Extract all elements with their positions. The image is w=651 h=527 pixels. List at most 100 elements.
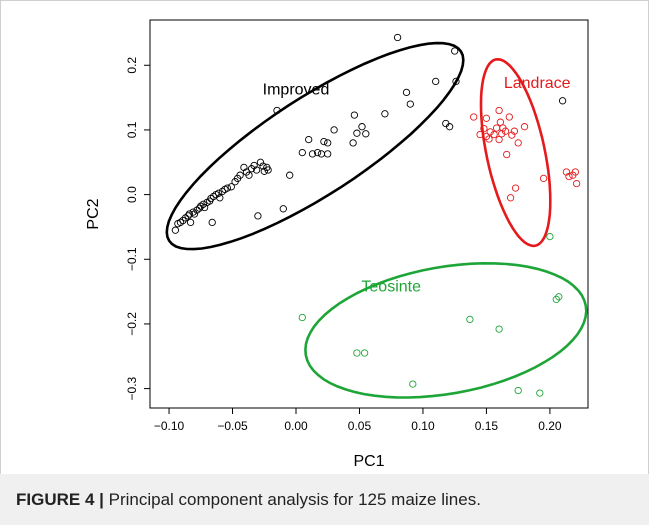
caption-text: Principal component analysis for 125 mai… <box>103 490 481 509</box>
teosinte-point <box>466 315 474 324</box>
teosinte-point <box>353 349 361 357</box>
improved-point <box>218 187 227 196</box>
landrace-point <box>539 174 548 183</box>
axes-layer: −0.10 −0.05 0.00 0.05 0.10 0.15 0.20 −0.3 −0.2 −0… <box>85 19 589 470</box>
y-tick-label: −0.1 <box>125 247 139 271</box>
improved-point <box>216 194 224 202</box>
x-tick-label: 0.00 <box>284 419 308 433</box>
improved-point <box>185 210 194 218</box>
improved-point <box>350 111 359 119</box>
improved-point <box>286 171 294 179</box>
improved-point <box>402 88 411 97</box>
improved-point <box>558 97 567 105</box>
improved-point <box>245 171 253 179</box>
teosinte-point <box>495 325 503 333</box>
improved-point <box>362 130 370 138</box>
teosinte-ellipse <box>304 261 588 399</box>
teosinte-point <box>514 386 522 395</box>
y-tick-label: 0.2 <box>125 57 139 74</box>
improved-point <box>317 150 326 158</box>
pca-scatter-plot: −0.10 −0.05 0.00 0.05 0.10 0.15 0.20 −0.3 −0.2 −0… <box>85 19 589 470</box>
teosinte-point <box>546 232 554 241</box>
landrace-point <box>485 135 493 143</box>
improved-point <box>324 150 332 158</box>
improved-point <box>197 202 205 210</box>
teosinte-point <box>555 293 563 301</box>
improved-point <box>445 123 454 131</box>
x-tick-label: −0.05 <box>217 419 248 433</box>
improved-point <box>279 205 287 213</box>
landrace-point <box>508 131 516 139</box>
landrace-point <box>482 114 491 122</box>
improved-point <box>358 123 366 131</box>
improved-ellipse <box>165 41 465 251</box>
y-tick-label: −0.3 <box>125 376 139 400</box>
improved-point <box>313 148 322 157</box>
improved-point <box>264 166 272 174</box>
landrace-ellipse <box>479 57 552 248</box>
improved-point <box>190 210 199 218</box>
improved-point <box>320 137 328 146</box>
improved-point <box>353 129 361 137</box>
landrace-point <box>565 172 573 181</box>
figure-caption: FIGURE 4 | Principal component analysis … <box>16 490 481 510</box>
x-axis-title: PC1 <box>353 453 384 470</box>
landrace-point <box>480 124 488 133</box>
improved-group-label: Improved <box>263 81 330 98</box>
improved-point <box>189 208 197 216</box>
x-tick-label: 0.15 <box>475 419 499 433</box>
improved-point <box>171 226 180 234</box>
improved-point <box>208 218 216 227</box>
improved-point <box>349 139 357 147</box>
improved-point <box>451 47 459 55</box>
y-tick-label: 0.1 <box>125 121 139 138</box>
x-tick-label: 0.10 <box>411 419 435 433</box>
improved-point <box>393 33 402 42</box>
points-layer <box>171 33 581 397</box>
y-tick-label: −0.2 <box>125 312 139 336</box>
landrace-group-label: Landrace <box>504 75 571 92</box>
landrace-point <box>486 128 494 136</box>
improved-point <box>195 204 204 212</box>
landrace-point <box>501 127 510 135</box>
improved-point <box>330 126 338 134</box>
teosinte-group-label: Teosinte <box>361 279 421 296</box>
improved-point <box>254 212 262 220</box>
improved-point <box>324 139 332 147</box>
improved-point <box>452 77 460 86</box>
landrace-point <box>510 127 519 135</box>
landrace-point <box>503 150 511 159</box>
x-tick-label: 0.05 <box>348 419 372 433</box>
improved-point <box>193 206 201 214</box>
improved-point <box>259 162 267 170</box>
improved-point <box>227 183 235 191</box>
improved-point <box>176 218 185 227</box>
improved-point <box>298 148 306 157</box>
improved-point <box>308 150 317 158</box>
improved-point <box>214 189 223 197</box>
improved-point <box>273 106 281 115</box>
ellipse-layer <box>165 41 588 399</box>
landrace-point <box>572 179 581 188</box>
landrace-point <box>506 194 515 202</box>
landrace-point <box>511 184 520 192</box>
teosinte-point <box>298 313 306 322</box>
teosinte-point <box>360 349 369 357</box>
landrace-point <box>514 139 522 147</box>
landrace-point <box>505 113 513 121</box>
teosinte-point <box>552 295 560 304</box>
improved-point <box>406 100 414 108</box>
x-tick-label: 0.20 <box>538 419 562 433</box>
y-axis-title: PC2 <box>85 198 102 229</box>
landrace-point <box>482 132 491 141</box>
improved-point <box>260 167 268 175</box>
improved-point <box>250 161 258 170</box>
improved-point <box>256 158 265 166</box>
landrace-point <box>470 113 478 121</box>
landrace-point <box>495 135 503 144</box>
improved-point <box>186 218 195 227</box>
improved-point <box>432 77 440 86</box>
labels-layer: Improved Landrace Teosinte <box>263 75 571 296</box>
improved-point <box>252 166 261 174</box>
